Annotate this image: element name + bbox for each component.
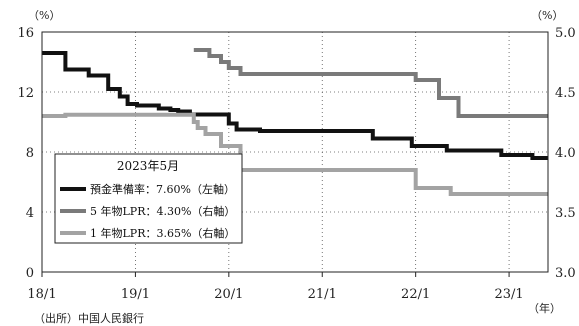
legend-entry-label: 5 年物LPR：4.30%（右軸） — [90, 204, 235, 218]
series-line-3 — [42, 112, 548, 196]
left-axis-tick-label: 8 — [26, 146, 34, 161]
series-line-2 — [193, 48, 548, 118]
source-note: （出所）中国人民銀行 — [34, 311, 144, 325]
x-axis-tick-label: 21/1 — [308, 287, 337, 302]
plot-frame — [41, 31, 549, 273]
legend-box — [54, 153, 243, 244]
legend-title: 2023年5月 — [117, 159, 179, 173]
right-axis-tick-label: 3.0 — [555, 266, 576, 281]
axis-ticks: 0 4 8 12 16 3.0 3.5 4.0 4.5 5.0 18/1 19/1 20/1 21/1 22… — [17, 26, 575, 302]
series-line-1 — [42, 51, 548, 160]
x-axis-tick-label: 23/1 — [494, 287, 523, 302]
legend: 2023年5月 預金準備率：7.60%（左軸） 5 年物LPR：4.30%（右軸）… — [54, 153, 243, 244]
legend-entries: 預金準備率：7.60%（左軸） 5 年物LPR：4.30%（右軸） 1 年物LPR：… — [60, 182, 235, 240]
right-axis-unit: （%） — [531, 9, 563, 22]
x-axis-tick-label: 19/1 — [121, 287, 150, 302]
left-axis-tick-label: 12 — [17, 86, 34, 101]
x-axis-tick-label: 20/1 — [214, 287, 243, 302]
left-axis-tick-label: 0 — [26, 266, 34, 281]
left-axis-unit: （%） — [28, 9, 60, 22]
series-group — [42, 48, 548, 196]
left-axis-tick-label: 4 — [26, 206, 34, 221]
right-axis-tick-label: 5.0 — [555, 26, 576, 41]
right-axis-tick-label: 3.5 — [555, 206, 576, 221]
right-axis-tick-label: 4.5 — [555, 86, 576, 101]
x-axis-unit: （年） — [528, 301, 561, 315]
x-axis-tick-label: 22/1 — [401, 287, 430, 302]
x-axis-tick-label: 18/1 — [27, 287, 56, 302]
right-axis-tick-label: 4.0 — [555, 146, 576, 161]
left-axis-tick-label: 16 — [17, 26, 34, 41]
legend-entry-label: 1 年物LPR：3.65%（右軸） — [90, 226, 235, 240]
legend-entry-label: 預金準備率：7.60%（左軸） — [90, 182, 235, 196]
